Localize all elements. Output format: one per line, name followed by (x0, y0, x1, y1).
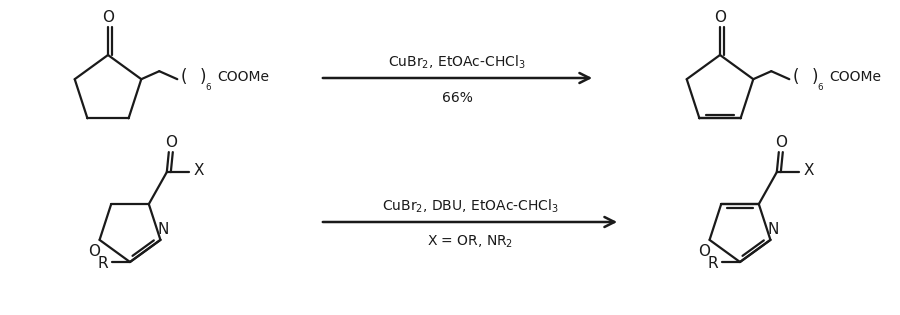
Text: O: O (714, 9, 726, 25)
Text: ): ) (199, 68, 206, 86)
Text: R: R (707, 256, 718, 272)
Text: O: O (698, 244, 711, 259)
Text: R: R (97, 256, 108, 272)
Text: CuBr$_2$, DBU, EtOAc-CHCl$_3$: CuBr$_2$, DBU, EtOAc-CHCl$_3$ (382, 197, 558, 215)
Text: COOMe: COOMe (217, 70, 269, 84)
Text: $_6$: $_6$ (817, 80, 824, 93)
Text: O: O (88, 244, 101, 259)
Text: CuBr$_2$, EtOAc-CHCl$_3$: CuBr$_2$, EtOAc-CHCl$_3$ (388, 53, 526, 71)
Text: O: O (165, 135, 176, 150)
Text: COOMe: COOMe (829, 70, 881, 84)
Text: N: N (158, 222, 169, 238)
Text: (: ( (180, 68, 186, 86)
Text: N: N (768, 222, 779, 238)
Text: $_6$: $_6$ (205, 80, 212, 93)
Text: O: O (102, 9, 114, 25)
Text: (: ( (792, 68, 798, 86)
Text: 66%: 66% (442, 91, 472, 105)
Text: O: O (775, 135, 787, 150)
Text: X: X (194, 163, 204, 178)
Text: X: X (804, 163, 814, 178)
Text: ): ) (811, 68, 818, 86)
Text: X = OR, NR$_2$: X = OR, NR$_2$ (427, 234, 513, 250)
